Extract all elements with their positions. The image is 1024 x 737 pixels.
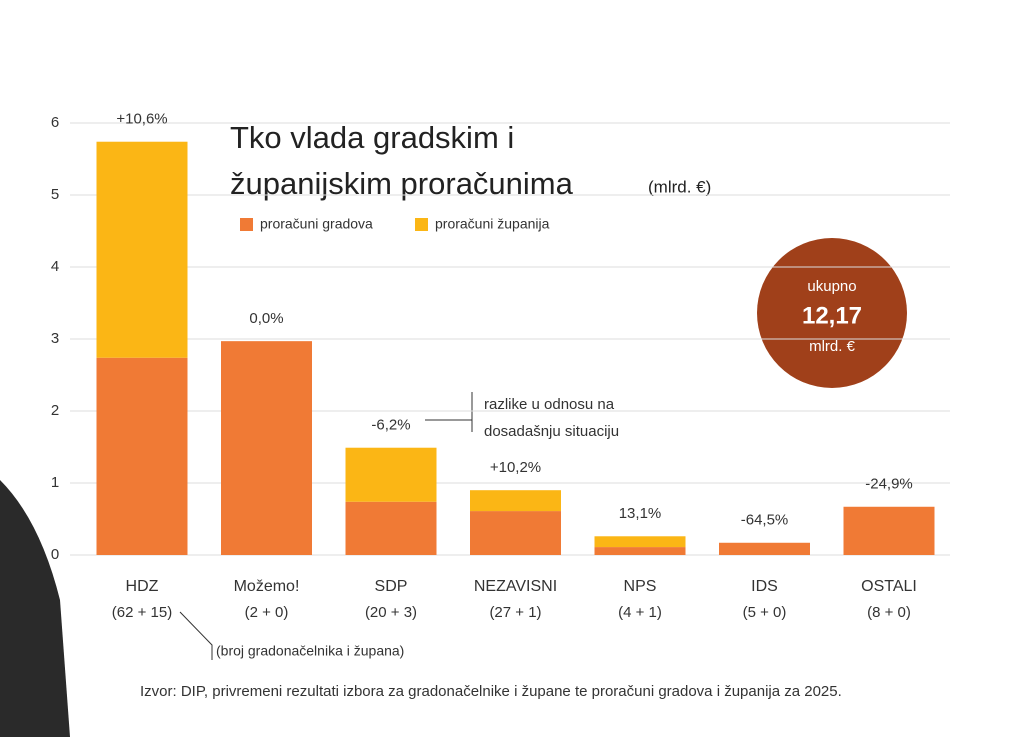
bar-segment — [221, 341, 312, 555]
change-label: +10,6% — [116, 111, 167, 128]
change-label: -6,2% — [371, 417, 410, 434]
legend-swatch — [240, 218, 253, 231]
legend-label: proračuni županija — [435, 216, 550, 232]
x-tick-note: (20 + 3) — [365, 604, 417, 621]
x-tick-label: HDZ — [126, 578, 159, 595]
total-label: ukupno — [807, 278, 856, 295]
x-tick-note: (5 + 0) — [743, 604, 787, 621]
bar-segment — [470, 511, 561, 555]
x-tick-note: (4 + 1) — [618, 604, 662, 621]
background-figure — [0, 480, 70, 737]
note-bracket — [179, 611, 213, 660]
x-tick-note: (8 + 0) — [867, 604, 911, 621]
source: Izvor: DIP, privremeni rezultati izbora … — [140, 683, 842, 700]
legend-swatch — [415, 218, 428, 231]
y-tick-label: 0 — [51, 546, 59, 563]
bar-segment — [843, 506, 935, 555]
y-tick-label: 3 — [51, 330, 59, 347]
change-label: -64,5% — [741, 512, 789, 529]
total-badge — [757, 238, 907, 388]
x-tick-note: (2 + 0) — [245, 604, 289, 621]
bar-segment — [96, 357, 188, 555]
total-unit: mlrd. € — [809, 338, 856, 355]
bar-segment — [594, 536, 686, 548]
x-tick-label: IDS — [751, 578, 778, 595]
bar-segment — [345, 447, 437, 502]
bar-segment — [345, 501, 437, 555]
x-tick-note: (27 + 1) — [489, 604, 541, 621]
x-tick-label: NPS — [624, 578, 657, 595]
total-value: 12,17 — [802, 302, 862, 329]
y-tick-label: 6 — [51, 114, 59, 131]
unit: (mlrd. €) — [648, 177, 711, 196]
bar-segment — [470, 490, 561, 512]
chart-title: Tko vlada gradskim i — [230, 120, 514, 155]
change-label: 13,1% — [619, 505, 662, 522]
change-label: -24,9% — [865, 476, 913, 493]
x-tick-label: SDP — [375, 578, 408, 595]
legend-label: proračuni gradova — [260, 216, 373, 232]
change-label: +10,2% — [490, 459, 541, 476]
note: (broj gradonačelnika i župana) — [216, 643, 404, 659]
bar-segment — [96, 141, 188, 358]
y-tick-label: 4 — [51, 258, 59, 275]
y-tick-label: 5 — [51, 186, 59, 203]
x-tick-note: (62 + 15) — [112, 604, 172, 621]
change-label: 0,0% — [249, 310, 283, 327]
chart-title: županijskim proračunima — [230, 166, 574, 201]
annotation: dosadašnju situaciju — [484, 423, 619, 440]
bar-segment — [594, 547, 686, 555]
x-tick-label: NEZAVISNI — [474, 578, 557, 595]
x-tick-label: Možemo! — [234, 578, 300, 595]
bar-segment — [719, 542, 810, 555]
x-tick-label: OSTALI — [861, 578, 917, 595]
annotation: razlike u odnosu na — [484, 396, 615, 413]
y-tick-label: 2 — [51, 402, 59, 419]
y-tick-label: 1 — [51, 474, 59, 491]
